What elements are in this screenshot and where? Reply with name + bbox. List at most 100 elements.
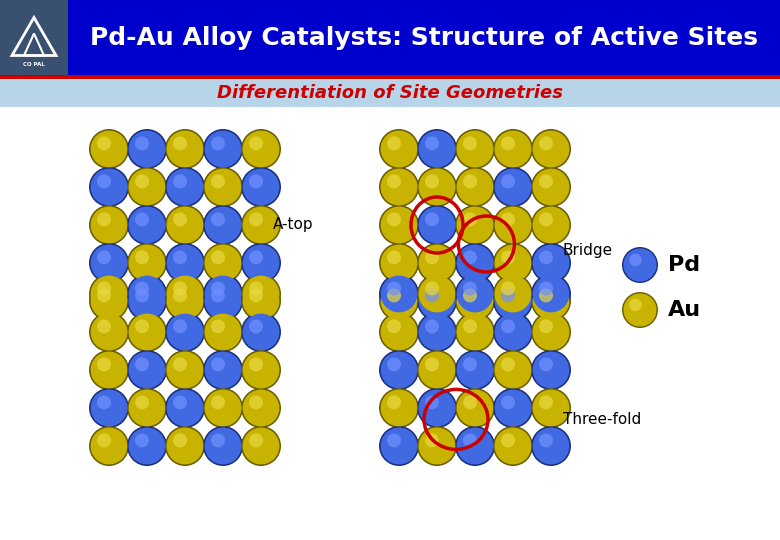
- Circle shape: [531, 243, 571, 283]
- Circle shape: [89, 388, 129, 428]
- Circle shape: [135, 137, 149, 151]
- Circle shape: [204, 275, 241, 313]
- Circle shape: [539, 288, 553, 302]
- Circle shape: [379, 205, 419, 245]
- Circle shape: [456, 428, 494, 464]
- Circle shape: [419, 207, 456, 244]
- Circle shape: [455, 350, 495, 390]
- Circle shape: [417, 274, 457, 314]
- Circle shape: [165, 312, 205, 352]
- Circle shape: [501, 357, 515, 372]
- Circle shape: [455, 243, 495, 283]
- Circle shape: [97, 357, 111, 372]
- Circle shape: [243, 131, 279, 167]
- Circle shape: [211, 395, 225, 409]
- Circle shape: [249, 251, 263, 265]
- Circle shape: [97, 281, 111, 295]
- Circle shape: [419, 275, 456, 313]
- Circle shape: [173, 281, 187, 295]
- Circle shape: [135, 434, 149, 448]
- Circle shape: [493, 129, 533, 169]
- Circle shape: [495, 389, 531, 427]
- Circle shape: [495, 282, 531, 319]
- Circle shape: [204, 207, 241, 244]
- Circle shape: [533, 389, 569, 427]
- Circle shape: [173, 174, 187, 188]
- Circle shape: [501, 281, 515, 295]
- Bar: [0, 0, 780, 75]
- Circle shape: [129, 131, 165, 167]
- Text: CO PAL: CO PAL: [23, 62, 45, 67]
- Circle shape: [419, 352, 456, 388]
- Circle shape: [387, 212, 401, 226]
- Circle shape: [204, 168, 241, 205]
- Circle shape: [501, 212, 515, 226]
- Circle shape: [89, 205, 129, 245]
- Circle shape: [533, 207, 569, 244]
- Circle shape: [419, 245, 456, 281]
- Circle shape: [129, 275, 165, 313]
- Circle shape: [539, 174, 553, 188]
- Circle shape: [135, 288, 149, 302]
- Circle shape: [90, 275, 127, 313]
- Circle shape: [419, 131, 456, 167]
- Circle shape: [387, 434, 401, 448]
- Circle shape: [165, 426, 205, 466]
- Circle shape: [501, 319, 515, 333]
- Circle shape: [379, 129, 419, 169]
- Circle shape: [531, 274, 571, 314]
- Circle shape: [211, 281, 225, 295]
- Circle shape: [455, 205, 495, 245]
- Circle shape: [501, 288, 515, 302]
- Circle shape: [90, 168, 127, 205]
- Circle shape: [243, 282, 279, 319]
- Circle shape: [456, 275, 494, 313]
- Circle shape: [501, 174, 515, 188]
- Circle shape: [90, 352, 127, 388]
- Circle shape: [135, 212, 149, 226]
- Circle shape: [493, 243, 533, 283]
- Circle shape: [203, 281, 243, 321]
- Circle shape: [211, 137, 225, 151]
- Circle shape: [623, 248, 657, 281]
- Circle shape: [241, 350, 281, 390]
- Circle shape: [495, 275, 531, 313]
- Circle shape: [495, 428, 531, 464]
- Circle shape: [419, 314, 456, 350]
- Circle shape: [425, 395, 439, 409]
- Circle shape: [90, 207, 127, 244]
- Circle shape: [387, 357, 401, 372]
- Circle shape: [167, 131, 204, 167]
- Circle shape: [463, 174, 477, 188]
- Circle shape: [165, 281, 205, 321]
- Circle shape: [243, 352, 279, 388]
- Bar: [0, 75, 780, 79]
- Circle shape: [167, 389, 204, 427]
- Circle shape: [379, 350, 419, 390]
- Circle shape: [379, 167, 419, 207]
- Circle shape: [463, 281, 477, 295]
- Circle shape: [129, 282, 165, 319]
- Circle shape: [379, 281, 419, 321]
- Circle shape: [381, 168, 417, 205]
- Circle shape: [167, 428, 204, 464]
- Circle shape: [173, 434, 187, 448]
- Circle shape: [249, 174, 263, 188]
- Circle shape: [135, 357, 149, 372]
- Circle shape: [379, 243, 419, 283]
- Circle shape: [456, 282, 494, 319]
- Circle shape: [97, 251, 111, 265]
- Circle shape: [90, 245, 127, 281]
- Circle shape: [90, 282, 127, 319]
- Circle shape: [419, 389, 456, 427]
- Circle shape: [211, 434, 225, 448]
- Circle shape: [97, 288, 111, 302]
- Circle shape: [379, 388, 419, 428]
- Text: Pd: Pd: [668, 255, 700, 275]
- Circle shape: [495, 131, 531, 167]
- Circle shape: [387, 281, 401, 295]
- Circle shape: [89, 274, 129, 314]
- Circle shape: [387, 395, 401, 409]
- Circle shape: [387, 319, 401, 333]
- Circle shape: [533, 275, 569, 313]
